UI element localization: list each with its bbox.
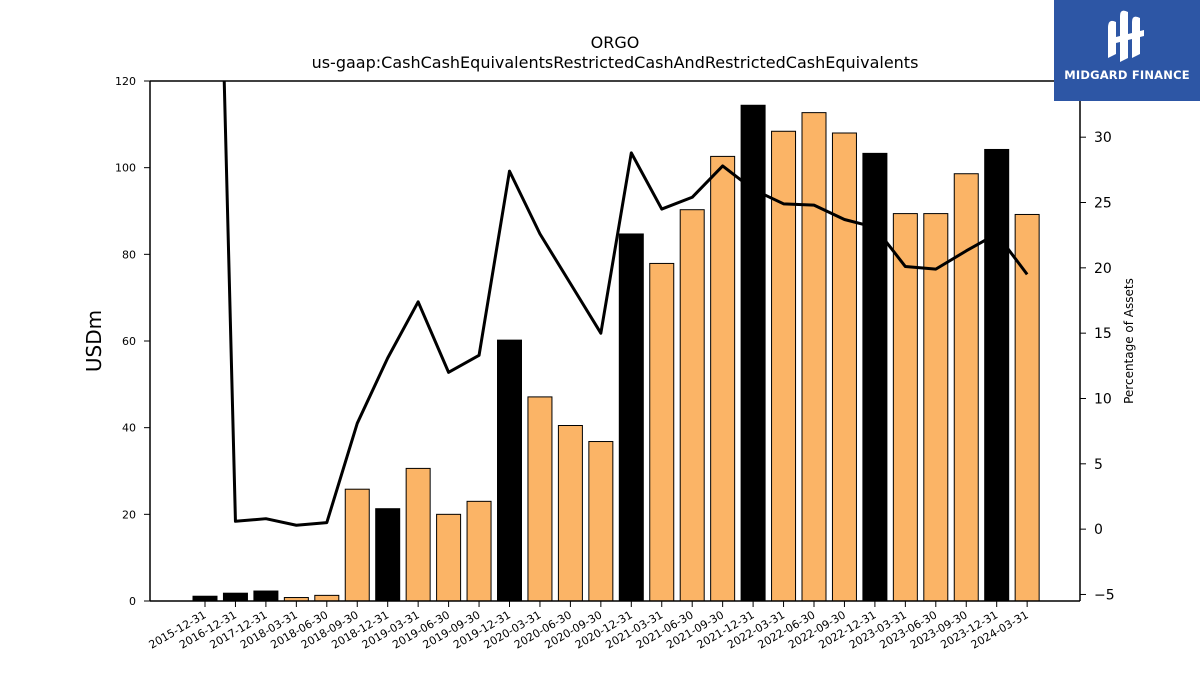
y2-tick-label: 25 [1094, 196, 1112, 212]
bar-2023-12-31 [984, 148, 1010, 602]
bar-2021-12-31 [740, 104, 766, 602]
bar-2023-03-31 [892, 213, 918, 602]
bar-2023-09-30 [953, 173, 979, 602]
bar-2018-09-30 [344, 488, 370, 602]
percentage-of-assets-line [222, 81, 1029, 527]
y2-axis-label: Percentage of Assets [1122, 278, 1136, 404]
bar-2020-03-31 [527, 396, 553, 602]
bar-2020-06-30 [557, 425, 583, 602]
bar-2019-03-31 [405, 467, 431, 602]
y2-tick-label: 10 [1094, 391, 1112, 407]
bar-2019-09-30 [466, 500, 492, 602]
y-tick-label: 80 [122, 248, 136, 261]
bar-2022-12-31 [862, 152, 888, 602]
bar-2021-03-31 [649, 262, 675, 602]
logo-text: MIDGARD FINANCE [1064, 68, 1190, 82]
bar-2019-12-31 [497, 339, 522, 602]
midgard-logo-icon [1108, 10, 1144, 63]
y-tick-label: 0 [129, 595, 136, 608]
bar-2023-06-30 [923, 213, 949, 602]
brand-logo: MIDGARD FINANCE [1054, 0, 1200, 101]
y2-tick-label: 30 [1094, 130, 1112, 146]
y-tick-label: 100 [115, 162, 136, 175]
bar-group [192, 104, 1040, 602]
bar-2020-12-31 [618, 233, 644, 602]
y2-tick-label: 15 [1094, 326, 1112, 342]
bar-2018-06-30 [314, 594, 340, 602]
line-series-group [222, 81, 1029, 527]
y-axis-label: USDm [82, 310, 106, 372]
y2-tick-label: 20 [1094, 261, 1112, 277]
bar-2017-12-31 [253, 590, 279, 602]
bar-2021-09-30 [710, 155, 736, 602]
bar-2022-06-30 [801, 112, 827, 602]
chart-title: ORGO [591, 33, 640, 52]
bar-2020-09-30 [588, 441, 614, 602]
bar-2019-06-30 [436, 513, 462, 602]
y-tick-label: 40 [122, 422, 136, 435]
y-tick-label: 60 [122, 335, 136, 348]
bar-2021-06-30 [679, 209, 705, 602]
bar-2022-03-31 [771, 130, 797, 602]
bar-2024-03-31 [1014, 213, 1040, 602]
y2-tick-label: 0 [1094, 522, 1103, 538]
y-tick-label: 20 [122, 508, 136, 521]
y-tick-label: 120 [115, 75, 136, 88]
bar-2022-09-30 [831, 132, 857, 602]
chart-subtitle: us-gaap:CashCashEquivalentsRestrictedCas… [312, 53, 919, 72]
bar-2018-12-31 [375, 508, 401, 602]
y2-tick-label: 5 [1094, 457, 1103, 473]
y2-tick-label: −5 [1094, 587, 1115, 603]
bar-2016-12-31 [222, 592, 248, 602]
